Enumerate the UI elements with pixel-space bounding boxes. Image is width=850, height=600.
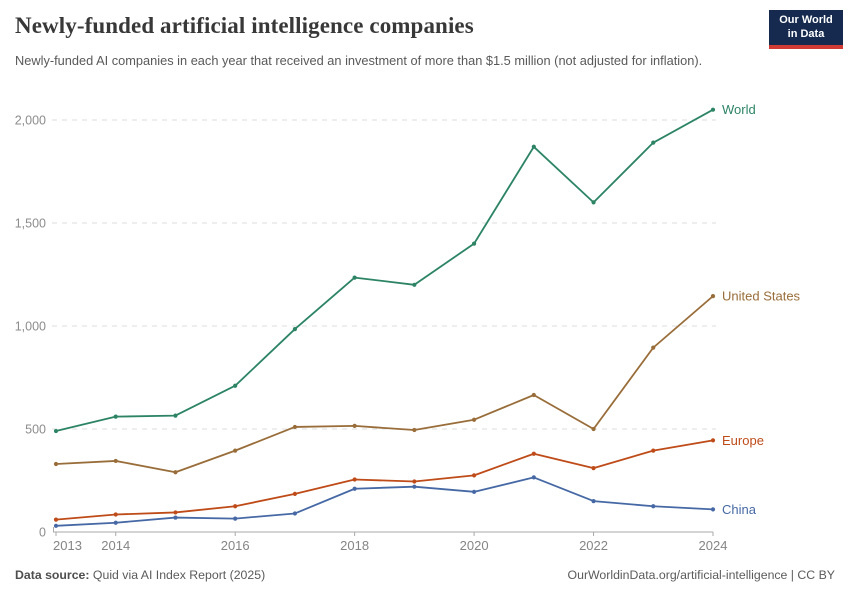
data-point-china[interactable] [352, 486, 357, 491]
y-tick-label: 1,000 [15, 320, 46, 334]
data-point-europe[interactable] [292, 491, 298, 496]
chart-footer: Data source: Quid via AI Index Report (2… [15, 568, 835, 582]
series-line-europe[interactable] [55, 439, 714, 521]
data-point-world[interactable] [292, 326, 298, 332]
data-point-europe[interactable] [531, 451, 536, 456]
data-point-china[interactable] [113, 520, 118, 525]
y-tick-label: 0 [39, 526, 46, 540]
data-point-europe[interactable] [412, 479, 417, 484]
data-point-united-states[interactable] [292, 424, 298, 430]
data-point-europe[interactable] [591, 466, 596, 471]
data-point-europe[interactable] [233, 504, 238, 509]
data-point-world[interactable] [412, 282, 417, 287]
data-point-china[interactable] [292, 511, 298, 516]
x-tick-label: 2016 [221, 538, 250, 553]
data-point-world[interactable] [53, 428, 59, 434]
x-tick-label: 2013 [53, 538, 82, 553]
data-point-united-states[interactable] [531, 392, 536, 398]
series-label-world[interactable]: World [722, 102, 756, 117]
data-point-united-states[interactable] [352, 423, 357, 429]
data-point-united-states[interactable] [113, 458, 118, 464]
data-point-united-states[interactable] [651, 345, 656, 350]
data-point-europe[interactable] [471, 473, 477, 478]
data-point-china[interactable] [710, 507, 716, 512]
series-label-china[interactable]: China [722, 502, 757, 517]
data-point-world[interactable] [471, 241, 477, 246]
data-point-china[interactable] [412, 484, 417, 489]
data-point-world[interactable] [591, 200, 596, 205]
y-tick-label: 2,000 [15, 114, 46, 128]
line-chart-canvas[interactable]: 0 500 1,000 1,500 2,000 2013 2014 2016 2018 2020 2… [0, 0, 850, 560]
data-point-china[interactable] [651, 504, 656, 509]
credit-link[interactable]: OurWorldinData.org/artificial-intelligen… [567, 568, 835, 582]
data-point-china[interactable] [233, 516, 238, 521]
data-point-world[interactable] [352, 275, 357, 280]
data-point-world[interactable] [531, 144, 536, 149]
data-point-world[interactable] [710, 107, 716, 112]
x-tick-label: 2014 [101, 538, 130, 553]
data-point-china[interactable] [591, 499, 596, 504]
data-point-world[interactable] [233, 383, 238, 388]
data-point-united-states[interactable] [710, 294, 716, 299]
series-label-united-states[interactable]: United States [722, 289, 801, 304]
data-source-label: Data source: [15, 568, 90, 582]
y-tick-label: 500 [25, 423, 46, 437]
series-line-world[interactable] [55, 108, 714, 432]
data-point-china[interactable] [471, 489, 477, 494]
data-point-europe[interactable] [53, 517, 59, 522]
x-tick-label: 2024 [699, 538, 728, 553]
data-point-europe[interactable] [113, 512, 118, 517]
data-point-united-states[interactable] [412, 427, 417, 433]
data-point-united-states[interactable] [173, 470, 178, 475]
data-point-united-states[interactable] [591, 426, 596, 432]
data-point-china[interactable] [53, 523, 59, 528]
page-title: Newly-funded artificial intelligence com… [15, 13, 474, 38]
data-source-value: Quid via AI Index Report (2025) [89, 568, 266, 582]
data-point-world[interactable] [173, 413, 178, 418]
data-point-europe[interactable] [352, 477, 357, 482]
data-point-china[interactable] [173, 515, 178, 520]
chart-subtitle: Newly-funded AI companies in each year t… [15, 53, 703, 68]
x-tick-label: 2018 [340, 538, 369, 553]
data-point-world[interactable] [113, 414, 118, 419]
data-point-europe[interactable] [710, 438, 716, 443]
data-point-europe[interactable] [651, 448, 656, 453]
owid-logo[interactable]: Our World in Data [769, 10, 843, 49]
data-point-europe[interactable] [173, 510, 178, 515]
y-tick-label: 1,500 [15, 217, 46, 231]
series-label-europe[interactable]: Europe [722, 433, 764, 448]
data-point-united-states[interactable] [53, 461, 59, 467]
owid-logo-text: Our World in Data [779, 13, 833, 40]
x-tick-label: 2022 [579, 538, 608, 553]
data-source: Data source: Quid via AI Index Report (2… [15, 568, 265, 582]
data-point-united-states[interactable] [471, 417, 477, 422]
data-point-china[interactable] [531, 475, 536, 480]
data-point-united-states[interactable] [233, 448, 238, 453]
series-line-china[interactable] [55, 476, 714, 527]
data-point-world[interactable] [651, 140, 656, 145]
series-line-united-states[interactable] [55, 295, 714, 474]
x-tick-label: 2020 [460, 538, 489, 553]
